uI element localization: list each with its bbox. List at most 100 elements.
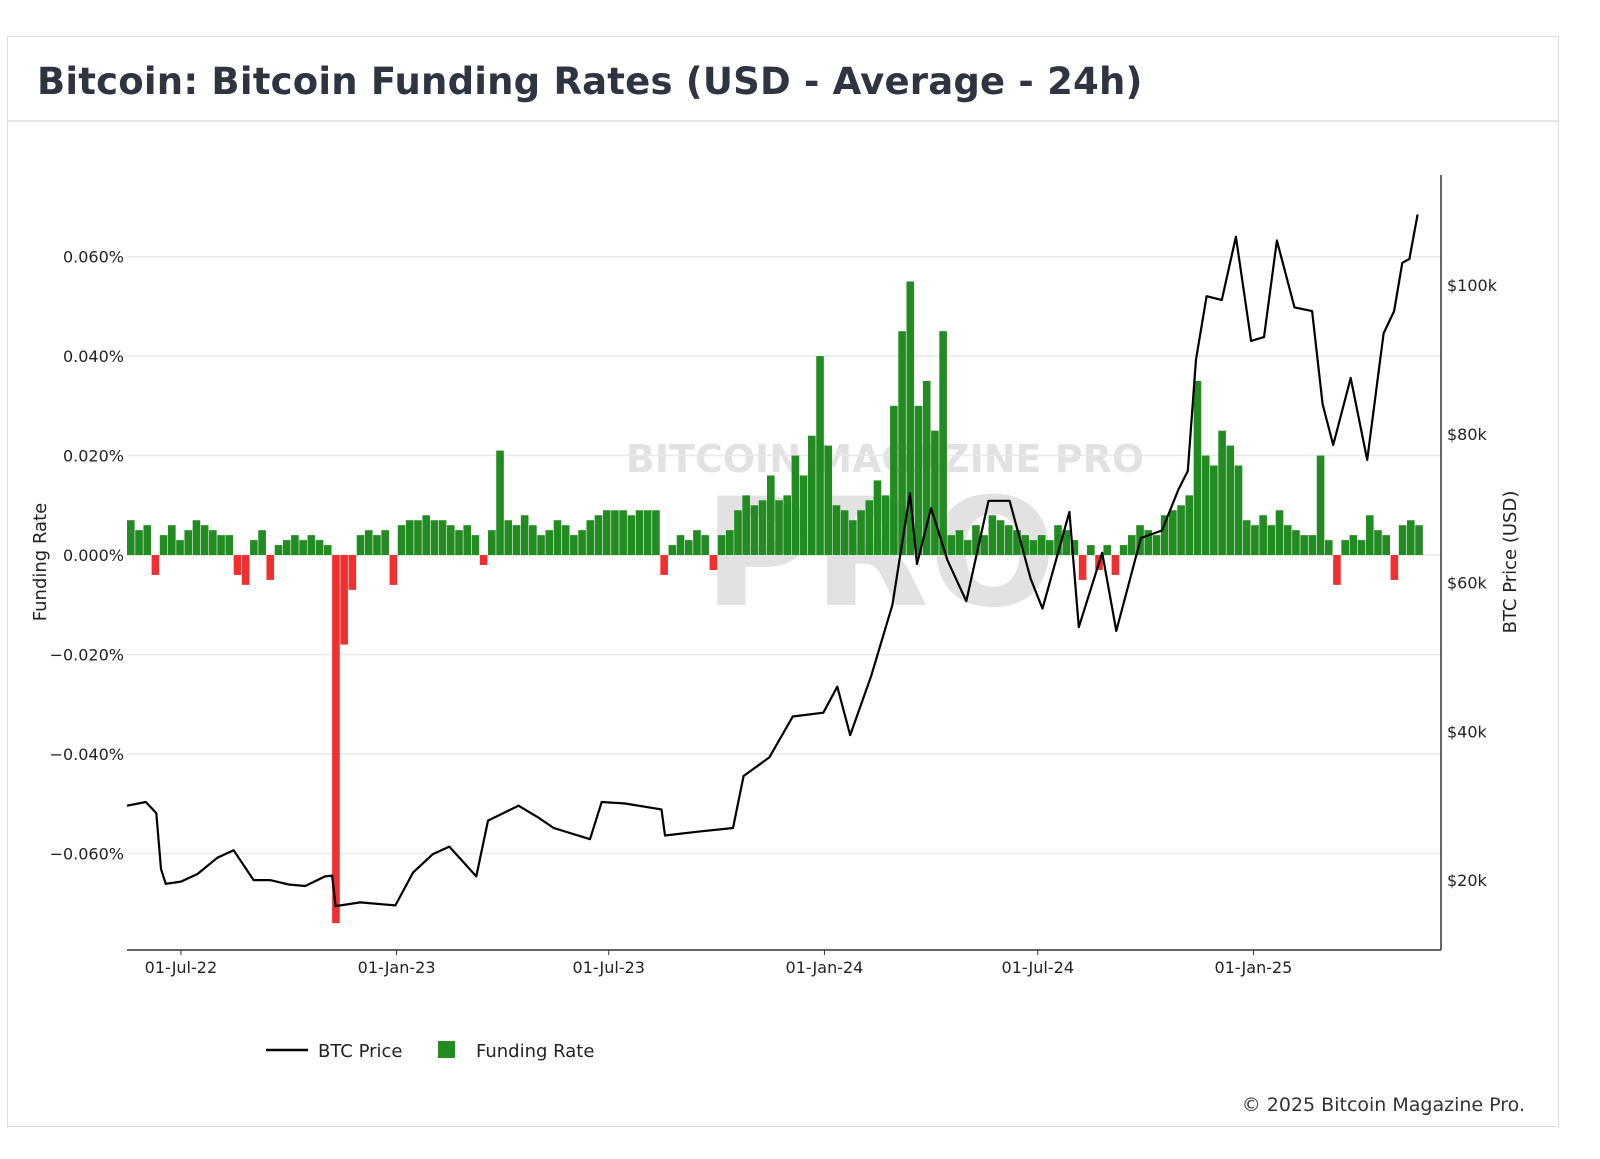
funding-bar-positive xyxy=(775,500,783,556)
funding-bar-positive xyxy=(1341,540,1349,556)
funding-bar-positive xyxy=(725,530,734,556)
funding-bar-positive xyxy=(184,530,193,556)
funding-bar-positive xyxy=(996,520,1005,556)
funding-bar-positive xyxy=(1316,455,1325,556)
funding-bar-positive xyxy=(1407,520,1415,556)
funding-bar-positive xyxy=(1054,525,1062,556)
funding-bar-positive xyxy=(1013,530,1021,556)
funding-bar-positive xyxy=(1382,535,1390,556)
funding-bar-positive xyxy=(135,530,143,556)
funding-bar-positive xyxy=(750,505,759,556)
funding-bar-positive xyxy=(397,525,406,556)
funding-bar-positive xyxy=(561,525,570,556)
funding-bar-positive xyxy=(1037,535,1046,556)
funding-bar-positive xyxy=(980,535,988,556)
left-tick-label: −0.060% xyxy=(50,844,124,863)
funding-bar-negative xyxy=(1333,555,1341,585)
x-tick-label: 01-Jan-23 xyxy=(358,958,436,977)
funding-bar-positive xyxy=(832,505,841,556)
funding-bar-positive xyxy=(373,535,381,556)
funding-bar-positive xyxy=(1415,525,1423,556)
funding-bar-positive xyxy=(1201,455,1210,556)
legend-label: BTC Price xyxy=(318,1041,403,1062)
funding-bar-positive xyxy=(1275,510,1284,556)
btc-price-line xyxy=(126,214,1419,908)
funding-bar-positive xyxy=(972,525,980,556)
funding-bar-positive xyxy=(849,520,857,556)
funding-bar-negative xyxy=(340,555,348,645)
funding-bar-positive xyxy=(865,500,874,556)
funding-bar-negative xyxy=(233,555,242,575)
funding-bar-positive xyxy=(315,540,324,556)
funding-bar-positive xyxy=(1103,545,1112,556)
funding-bar-positive xyxy=(307,535,316,556)
funding-bar-positive xyxy=(323,545,332,556)
funding-bar-positive xyxy=(1226,445,1235,556)
funding-bar-positive xyxy=(840,510,849,556)
funding-bar-positive xyxy=(217,535,225,556)
funding-bar-positive xyxy=(414,520,422,556)
funding-bar-positive xyxy=(488,530,496,556)
funding-bar-positive xyxy=(791,455,800,556)
funding-bar-positive xyxy=(619,510,627,556)
funding-bar-positive xyxy=(594,515,603,556)
funding-bar-positive xyxy=(578,530,586,556)
funding-bar-positive xyxy=(250,540,258,556)
funding-bar-positive xyxy=(1144,530,1153,556)
funding-bar-positive xyxy=(381,530,389,556)
funding-bar-positive xyxy=(1185,495,1194,556)
legend-item-btc-price[interactable]: BTC Price xyxy=(266,1041,403,1062)
right-axis-title: BTC Price (USD) xyxy=(1500,491,1521,634)
watermark-text: BITCOIN MAGAZINE PRO xyxy=(626,437,1144,481)
funding-bar-positive xyxy=(1177,505,1185,556)
funding-bar-negative xyxy=(266,555,275,580)
funding-bar-positive xyxy=(520,515,529,556)
funding-bar-positive xyxy=(1119,545,1128,556)
funding-bar-positive xyxy=(1169,510,1177,556)
funding-bar-positive xyxy=(200,525,209,556)
funding-bar-positive xyxy=(553,520,562,556)
right-tick-label: $80k xyxy=(1447,425,1488,444)
funding-bar-positive xyxy=(356,535,365,556)
funding-bar-positive xyxy=(717,535,726,556)
funding-bar-negative xyxy=(709,555,718,570)
funding-bar-negative xyxy=(1111,555,1120,575)
funding-bar-positive xyxy=(652,510,660,556)
funding-bar-positive xyxy=(947,535,956,556)
x-tick-label: 01-Jul-22 xyxy=(145,958,217,977)
funding-bar-positive xyxy=(405,520,414,556)
funding-bar-positive xyxy=(1045,540,1054,556)
funding-bar-positive xyxy=(1004,525,1013,556)
funding-bar-positive xyxy=(1029,540,1038,556)
funding-bar-positive xyxy=(890,405,898,556)
funding-bar-negative xyxy=(389,555,398,585)
left-tick-label: −0.020% xyxy=(50,646,124,665)
legend-item-funding-rate[interactable]: Funding Rate xyxy=(438,1041,594,1062)
chart-card xyxy=(7,36,1559,1127)
funding-bar-positive xyxy=(258,530,266,556)
funding-bar-positive xyxy=(422,515,430,556)
funding-bar-positive xyxy=(1021,535,1029,556)
funding-bar-positive xyxy=(1283,525,1292,556)
legend-bar-swatch xyxy=(438,1041,455,1058)
funding-bar-positive xyxy=(447,525,455,556)
funding-bar-positive xyxy=(635,510,644,556)
funding-bar-positive xyxy=(643,510,652,556)
funding-bar-positive xyxy=(701,535,709,556)
funding-bar-positive xyxy=(1324,540,1333,556)
left-tick-label: −0.040% xyxy=(50,745,124,764)
funding-bar-positive xyxy=(209,530,217,556)
funding-bar-positive xyxy=(922,380,931,556)
funding-bar-positive xyxy=(1300,535,1308,556)
legend-label: Funding Rate xyxy=(476,1041,594,1062)
funding-bar-positive xyxy=(504,520,513,556)
funding-bar-positive xyxy=(1152,535,1161,556)
funding-bar-positive xyxy=(168,525,176,556)
funding-bar-negative xyxy=(1078,555,1087,580)
funding-bar-positive xyxy=(1234,465,1243,556)
funding-bar-positive xyxy=(1374,530,1382,556)
funding-bar-positive xyxy=(783,495,792,556)
copyright-footer: © 2025 Bitcoin Magazine Pro. xyxy=(1241,1094,1525,1116)
funding-bar-positive xyxy=(881,495,890,556)
